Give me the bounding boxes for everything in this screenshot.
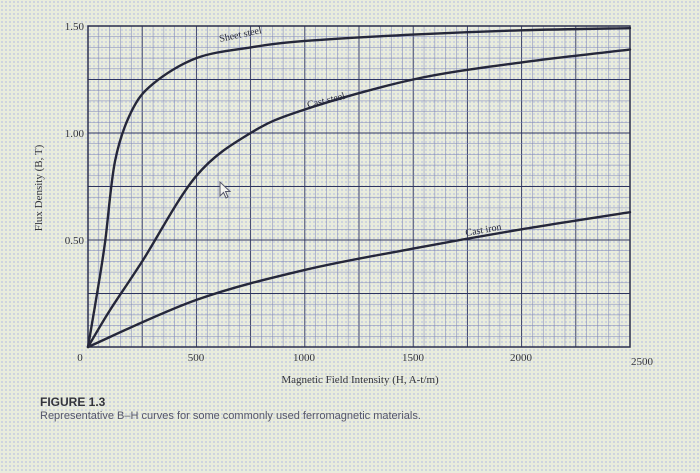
x-tick-1000: 1000	[293, 352, 316, 364]
y-axis-label: Flux Density (B, T)	[33, 144, 45, 231]
curve-sheet-steel	[86, 26, 632, 349]
figure-caption: Representative B–H curves for some commo…	[40, 410, 421, 422]
x-tick-2500: 2500	[631, 356, 654, 368]
y-tick-1.50: 1.50	[65, 21, 85, 33]
x-tick-500: 500	[188, 352, 205, 364]
x-tick-2000: 2000	[510, 352, 533, 364]
x-tick-1500: 1500	[402, 352, 425, 364]
y-tick-0.50: 0.50	[65, 235, 85, 247]
curve-cast-iron	[86, 210, 632, 349]
mouse-pointer-icon	[219, 181, 232, 199]
figure-title: FIGURE 1.3	[40, 395, 106, 409]
plot-frame	[87, 25, 631, 348]
x-tick-0: 0	[77, 352, 83, 364]
label-sheet-steel: Sheet steel	[218, 25, 263, 45]
x-axis-label: Magnetic Field Intensity (H, A-t/m)	[281, 374, 439, 386]
chart-grid	[87, 25, 631, 348]
curve-cast-steel	[86, 48, 632, 349]
y-tick-1.00: 1.00	[65, 128, 85, 140]
chart-curves	[86, 26, 632, 349]
